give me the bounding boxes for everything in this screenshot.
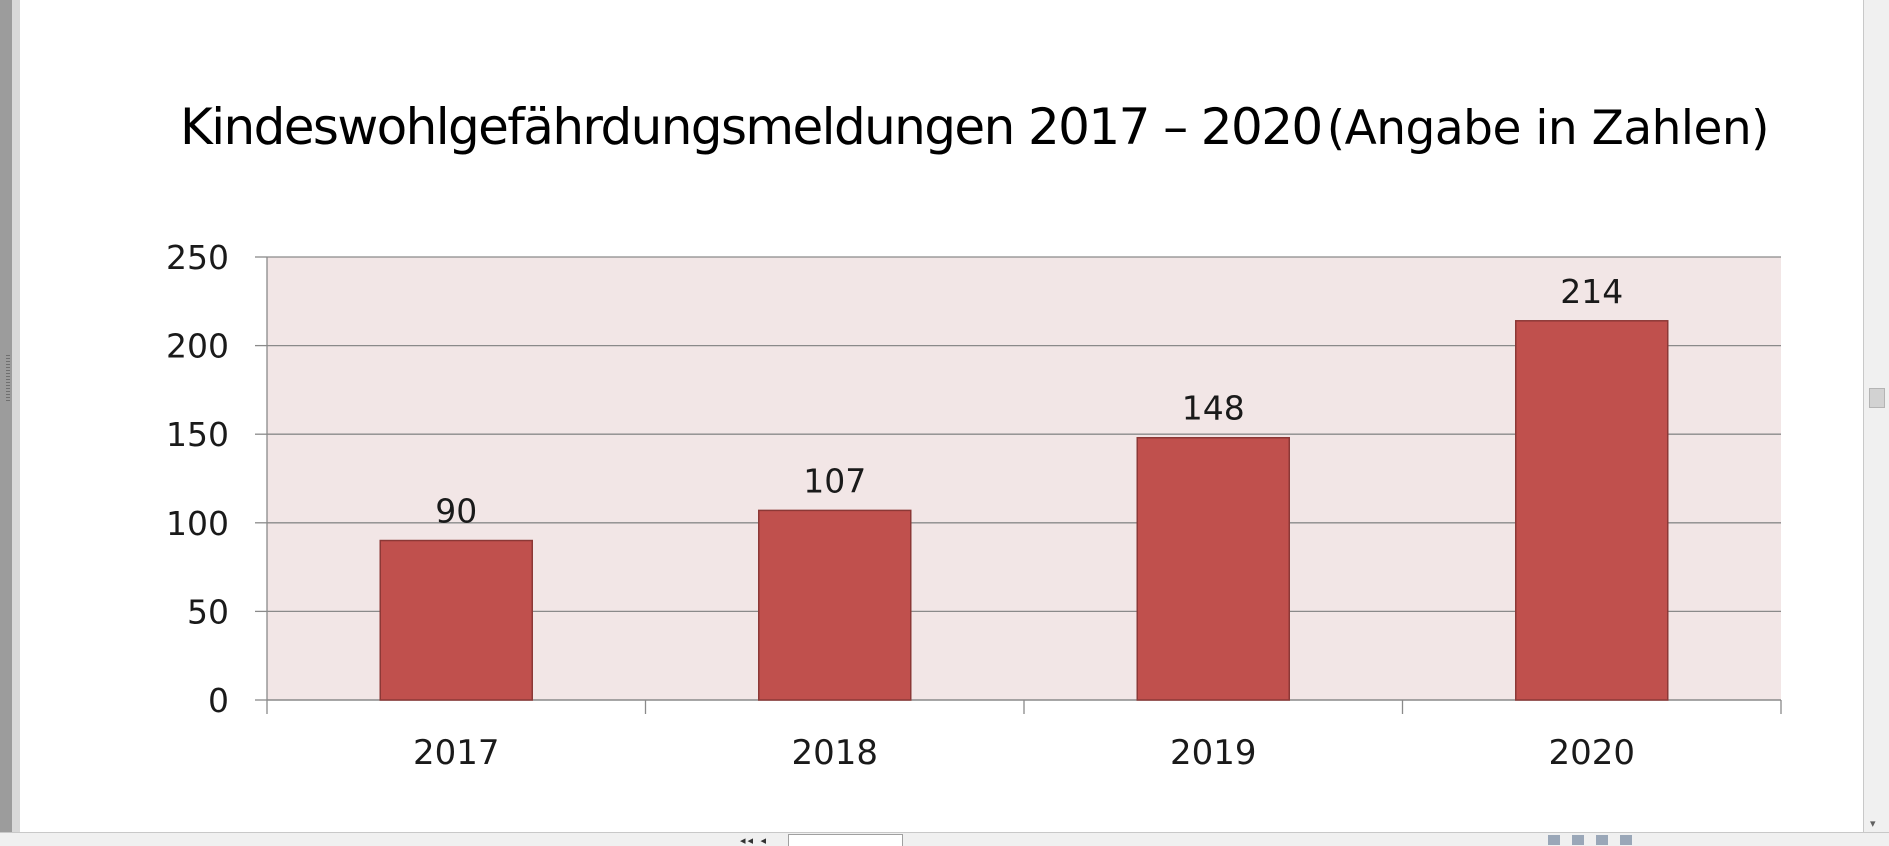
data-label: 107 bbox=[803, 461, 866, 500]
y-tick-label: 250 bbox=[166, 238, 229, 277]
bar-2017 bbox=[379, 539, 533, 701]
vertical-scrollbar[interactable]: ▾ bbox=[1863, 0, 1889, 832]
bar-2019 bbox=[1136, 436, 1290, 701]
x-tick-label: 2018 bbox=[791, 733, 878, 773]
panel-resize-grip-icon[interactable] bbox=[6, 355, 10, 401]
data-label: 90 bbox=[435, 492, 477, 531]
x-tick-label: 2020 bbox=[1548, 733, 1635, 773]
y-tick-label: 50 bbox=[187, 592, 229, 631]
y-tick-label: 100 bbox=[166, 504, 229, 543]
data-label: 148 bbox=[1182, 389, 1245, 428]
y-tick-label: 0 bbox=[208, 681, 229, 720]
chart-title: Kindeswohlgefährdungsmeldungen 2017 – 20… bbox=[180, 98, 1323, 156]
chart-title-block: Kindeswohlgefährdungsmeldungen 2017 – 20… bbox=[180, 98, 1770, 156]
data-label: 214 bbox=[1560, 272, 1623, 311]
y-tick-label: 150 bbox=[166, 415, 229, 454]
scrollbar-thumb[interactable] bbox=[1869, 388, 1885, 408]
status-bar: ◂◂ ◂ bbox=[0, 832, 1889, 846]
bar-2018 bbox=[758, 509, 912, 701]
bar-2020 bbox=[1515, 320, 1669, 701]
page-navigation-arrows-icon[interactable]: ◂◂ ◂ bbox=[740, 834, 769, 846]
y-tick-label: 200 bbox=[166, 327, 229, 366]
x-tick-label: 2019 bbox=[1170, 733, 1257, 773]
view-mode-icons[interactable] bbox=[1548, 835, 1638, 845]
left-panel-edge[interactable] bbox=[0, 0, 20, 832]
page-number-input[interactable] bbox=[788, 834, 903, 846]
scroll-down-arrow-icon[interactable]: ▾ bbox=[1870, 817, 1876, 830]
chart-subtitle: (Angabe in Zahlen) bbox=[1326, 101, 1770, 156]
x-tick-label: 2017 bbox=[413, 733, 500, 773]
